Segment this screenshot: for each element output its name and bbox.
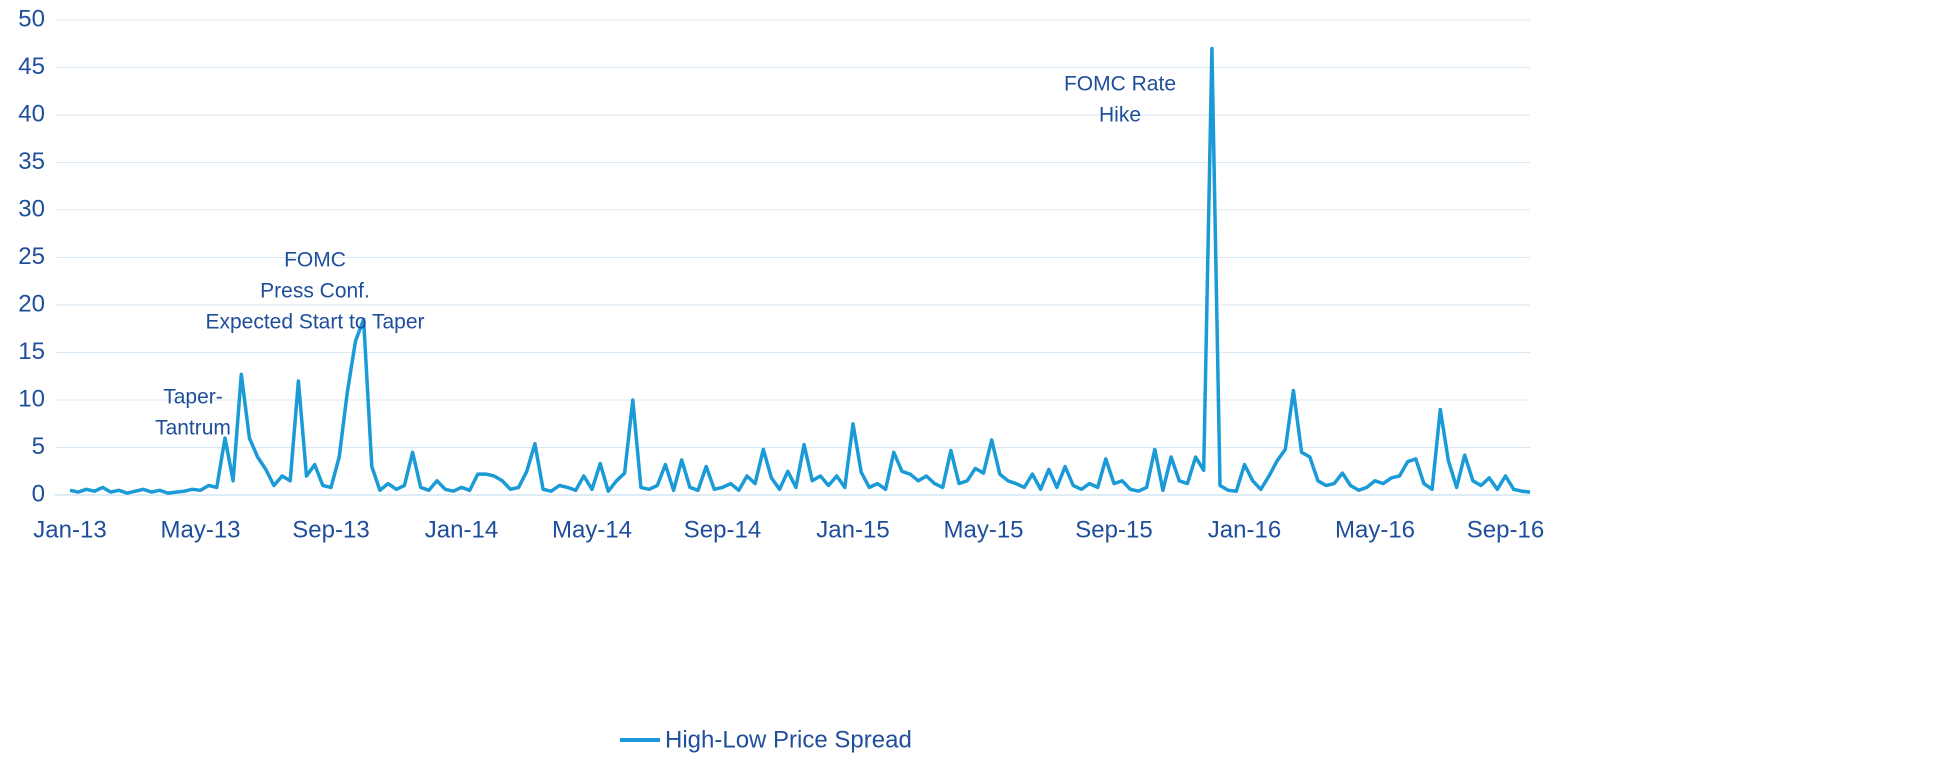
x-tick-label: Sep-16 (1467, 516, 1544, 543)
y-tick-label: 5 (32, 433, 45, 460)
annotation: Taper- (163, 386, 223, 409)
x-tick-label: May-16 (1335, 516, 1415, 543)
x-tick-label: May-15 (943, 516, 1023, 543)
data-line (69, 46, 1531, 495)
x-tick-label: Jan-15 (816, 516, 889, 543)
x-tick-label: Sep-13 (292, 516, 369, 543)
x-tick-label: Sep-14 (684, 516, 761, 543)
y-tick-label: 15 (18, 338, 45, 365)
y-tick-label: 35 (18, 148, 45, 175)
y-tick-label: 40 (18, 100, 45, 127)
legend-label: High-Low Price Spread (665, 726, 912, 753)
y-tick-label: 50 (18, 5, 45, 32)
y-tick-label: 45 (18, 53, 45, 80)
annotation: Hike (1099, 104, 1141, 127)
y-tick-label: 30 (18, 195, 45, 222)
x-tick-label: Sep-15 (1075, 516, 1152, 543)
y-tick-label: 20 (18, 290, 45, 317)
y-tick-label: 10 (18, 385, 45, 412)
annotation: Tantrum (155, 417, 231, 440)
annotation: FOMC Rate (1064, 73, 1176, 96)
y-tick-label: 25 (18, 243, 45, 270)
x-tick-label: Jan-14 (425, 516, 498, 543)
annotation: FOMC (284, 249, 346, 272)
x-tick-label: Jan-16 (1208, 516, 1281, 543)
x-tick-label: May-14 (552, 516, 632, 543)
annotation: Expected Start to Taper (205, 311, 424, 334)
y-tick-label: 0 (32, 480, 45, 507)
x-tick-label: May-13 (160, 516, 240, 543)
x-tick-label: Jan-13 (33, 516, 106, 543)
annotation: Press Conf. (260, 280, 370, 303)
